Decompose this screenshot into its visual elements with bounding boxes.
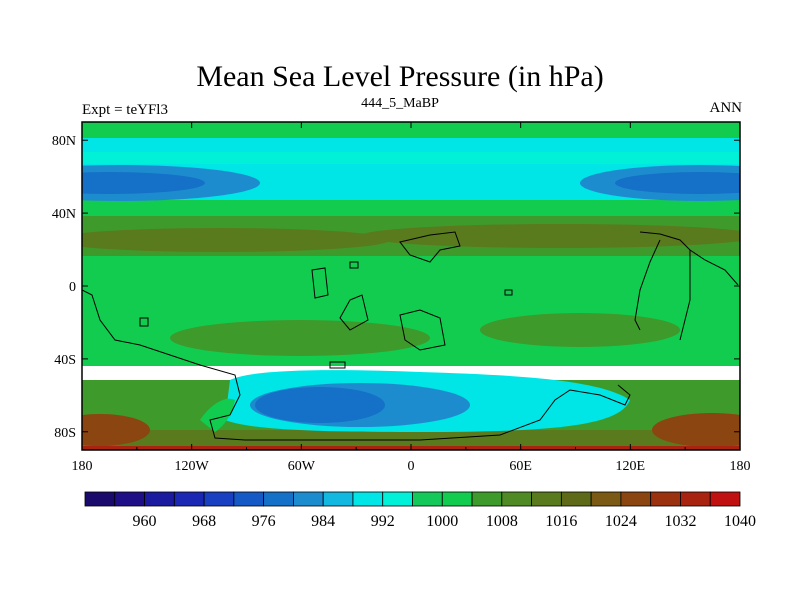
colorbar-label: 1016 (545, 513, 577, 530)
north-pacific-low (615, 172, 740, 194)
colorbar-label: 1008 (486, 513, 518, 530)
y-tick-label: 40N (52, 207, 76, 222)
colorbar-label: 976 (252, 513, 276, 530)
island-outline-1 (311, 267, 329, 299)
antarctic-high-west (82, 414, 150, 446)
x-axis: 180 120W 60W 0 60E 120E 180 (72, 122, 751, 474)
band-north-midlat (82, 200, 740, 220)
x-tick-label: 0 (408, 459, 415, 474)
island-outline-6 (329, 361, 346, 369)
colorbar-swatch (560, 491, 592, 507)
colorbar-label: 1024 (605, 513, 637, 530)
colorbar-label: 1040 (724, 513, 756, 530)
season-label: ANN (709, 100, 743, 116)
colorbar-label: 968 (192, 513, 216, 530)
colorbar-swatch (382, 491, 413, 507)
colorbar-swatch (650, 491, 681, 507)
colorbar-label: 992 (371, 513, 395, 530)
colorbar-swatch (352, 491, 384, 507)
asia-outline (634, 231, 739, 341)
y-tick-label: 0 (69, 280, 76, 295)
y-tick-label: 80S (54, 426, 76, 441)
colorbar-swatch (173, 491, 205, 507)
island-outline-5 (504, 289, 513, 296)
colorbar-swatch (590, 491, 622, 507)
continent-outlines (82, 231, 739, 441)
y-tick-label: 40S (54, 353, 76, 368)
pressure-field (82, 122, 740, 450)
colorbar-label: 960 (133, 513, 157, 530)
arctic-cyan-strip (82, 152, 740, 164)
colorbar-swatch (620, 491, 652, 507)
island-outline-3 (399, 309, 446, 351)
x-tick-label: 120W (175, 459, 210, 474)
chart-subtitle: 444_5_MaBP (361, 96, 439, 111)
colorbar-swatch (709, 491, 741, 507)
america-outline (82, 289, 631, 441)
island-outline-2 (339, 294, 369, 331)
island-outline-4 (139, 317, 149, 327)
colorbar-swatch (293, 491, 324, 507)
colorbar-label: 984 (311, 513, 335, 530)
experiment-label: Expt = teYFl3 (82, 102, 168, 118)
north-subtropic-core-east (360, 224, 740, 248)
colorbar-swatch (441, 491, 473, 507)
y-axis: 80N 40N 0 40S 80S (52, 134, 740, 441)
colorbar-swatch (680, 491, 711, 507)
colorbar-swatch (412, 491, 443, 507)
africa-outline (399, 231, 461, 263)
colorbar-swatch (263, 491, 294, 507)
x-tick-label: 180 (72, 459, 93, 474)
y-tick-label: 80N (52, 134, 76, 149)
chart-title: Mean Sea Level Pressure (in hPa) (196, 60, 604, 93)
colorbar-swatch (203, 491, 235, 507)
south-subtropic-high-west (170, 320, 430, 356)
colorbar-swatch (322, 491, 354, 507)
north-subtropic-core-west (82, 228, 390, 252)
south-green-tongue (200, 398, 235, 432)
colorbar-label: 1000 (426, 513, 458, 530)
colorbar-swatch (501, 491, 532, 507)
southern-low (255, 387, 385, 423)
x-tick-label: 60W (288, 459, 316, 474)
colorbar-swatch (114, 491, 145, 507)
south-subtropic-high-east (480, 313, 680, 347)
colorbar-swatch (471, 491, 503, 507)
band-arctic (82, 122, 740, 138)
north-atlantic-low (82, 172, 205, 194)
antarctic-high-east (652, 413, 740, 447)
colorbar-swatch (144, 491, 175, 507)
colorbar: 960 968 976 984 992 1000 1008 1016 1024 1032 1040 (84, 491, 756, 530)
colorbar-swatch (531, 491, 562, 507)
colorbar-swatch (233, 491, 265, 507)
island-outline-7 (349, 261, 359, 269)
colorbar-label: 1032 (664, 513, 696, 530)
band-tropics (82, 256, 740, 366)
x-tick-label: 120E (616, 459, 646, 474)
colorbar-swatch (84, 491, 116, 507)
x-tick-label: 180 (730, 459, 751, 474)
x-tick-label: 60E (509, 459, 532, 474)
